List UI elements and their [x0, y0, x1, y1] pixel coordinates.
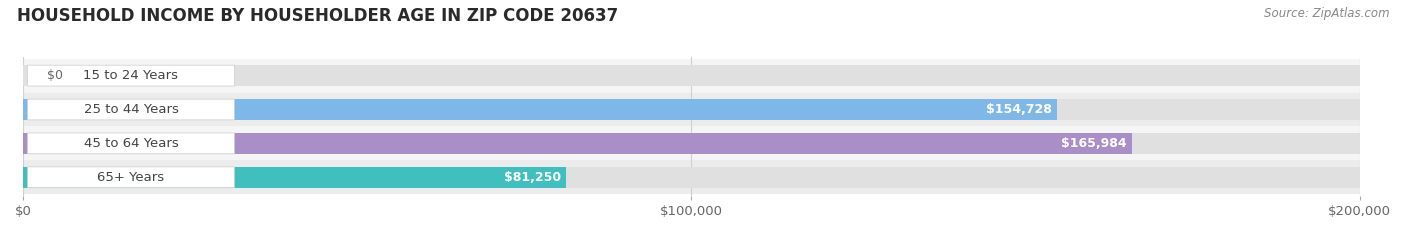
Bar — [24, 127, 1360, 160]
Bar — [24, 99, 1057, 120]
Bar — [24, 160, 1360, 194]
FancyBboxPatch shape — [28, 65, 235, 86]
Bar — [24, 93, 1360, 127]
Bar — [24, 167, 1360, 188]
FancyBboxPatch shape — [28, 167, 235, 188]
FancyBboxPatch shape — [28, 133, 235, 154]
Text: HOUSEHOLD INCOME BY HOUSEHOLDER AGE IN ZIP CODE 20637: HOUSEHOLD INCOME BY HOUSEHOLDER AGE IN Z… — [17, 7, 619, 25]
Text: 65+ Years: 65+ Years — [97, 171, 165, 184]
Text: 15 to 24 Years: 15 to 24 Years — [83, 69, 179, 82]
Text: Source: ZipAtlas.com: Source: ZipAtlas.com — [1264, 7, 1389, 20]
Text: $165,984: $165,984 — [1062, 137, 1128, 150]
Text: $0: $0 — [48, 69, 63, 82]
Bar — [24, 99, 1360, 120]
Text: 25 to 44 Years: 25 to 44 Years — [83, 103, 179, 116]
Bar — [24, 65, 1360, 86]
Text: $81,250: $81,250 — [503, 171, 561, 184]
Bar — [24, 167, 567, 188]
Bar — [24, 133, 1132, 154]
Text: 45 to 64 Years: 45 to 64 Years — [83, 137, 179, 150]
Bar — [24, 59, 1360, 93]
Bar — [24, 133, 1360, 154]
FancyBboxPatch shape — [28, 99, 235, 120]
Text: $154,728: $154,728 — [986, 103, 1052, 116]
